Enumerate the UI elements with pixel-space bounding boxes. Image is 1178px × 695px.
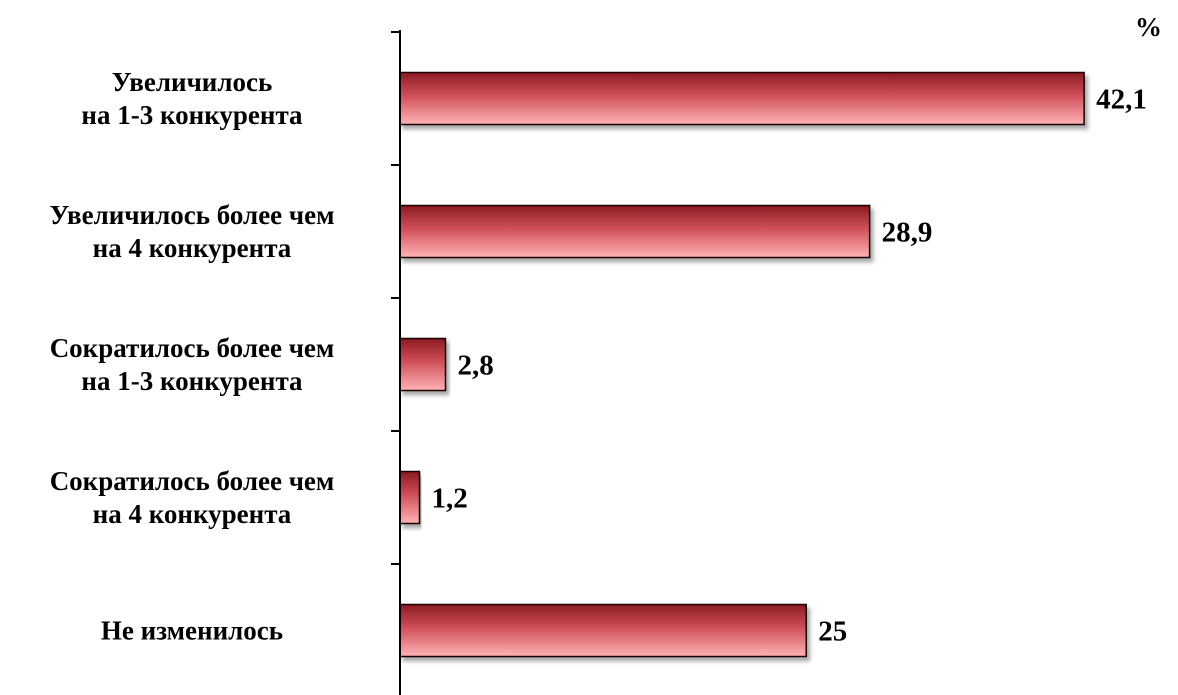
bar <box>399 337 447 392</box>
category-label-line: Сократилось более чем <box>50 466 335 496</box>
data-label: 42,1 <box>1096 84 1147 116</box>
category-label: Увеличилось на 1-3 конкурента <box>81 67 303 130</box>
category-label-line: Увеличилось более чем <box>49 200 334 230</box>
category-label-line: Не изменилось <box>101 616 283 646</box>
bar <box>399 204 871 259</box>
bar <box>399 71 1085 126</box>
unit-label: % <box>1135 12 1162 42</box>
category-label-line: на 4 конкурента <box>93 499 292 529</box>
category-label: Сократилось более чем на 4 конкурента <box>50 466 335 529</box>
category-label: Не изменилось <box>101 616 283 646</box>
data-label: 1,2 <box>432 483 468 515</box>
category-label: Сократилось более чем на 1-3 конкурента <box>50 333 335 396</box>
category-label-line: на 1-3 конкурента <box>81 100 303 130</box>
category-label: Увеличилось более чем на 4 конкурента <box>49 200 334 263</box>
data-label: 28,9 <box>882 217 933 249</box>
category-label-line: на 4 конкурента <box>93 233 292 263</box>
y-axis <box>391 30 401 695</box>
bars-layer <box>399 71 1085 658</box>
category-label-line: Увеличилось <box>112 67 273 97</box>
bar <box>399 603 807 658</box>
value-labels: 42,1 28,9 2,8 1,2 25 <box>432 84 1147 648</box>
bar <box>399 470 421 525</box>
category-labels: Увеличилось на 1-3 конкурентаУвеличилось … <box>49 67 334 646</box>
data-label: 2,8 <box>458 350 494 382</box>
category-label-line: Сократилось более чем <box>50 333 335 363</box>
category-label-line: на 1-3 конкурента <box>81 366 303 396</box>
data-label: 25 <box>818 616 847 648</box>
